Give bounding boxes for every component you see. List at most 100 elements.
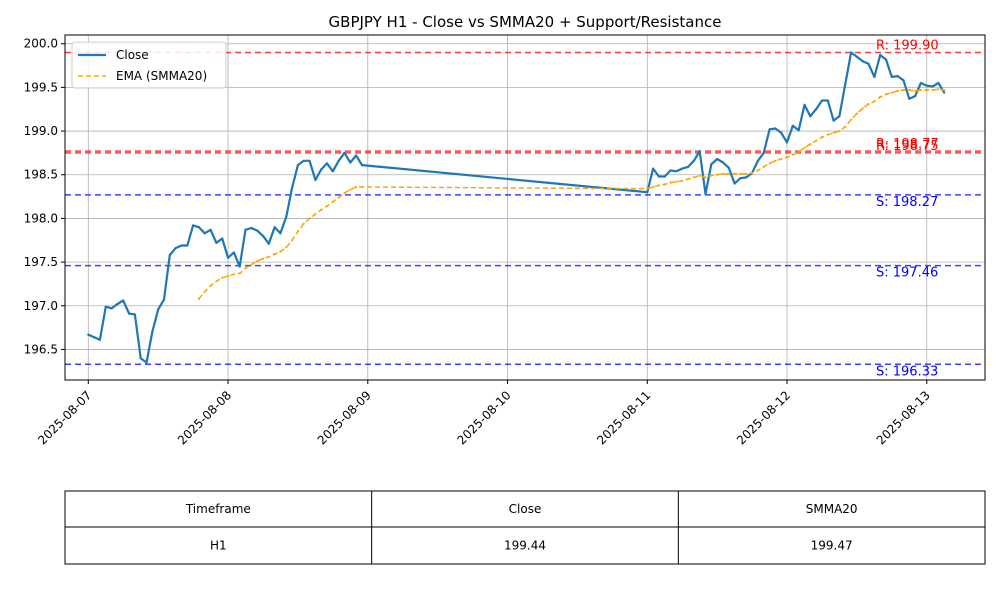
smma20-point: [238, 272, 241, 275]
smma20-point: [320, 208, 323, 211]
smma20-point: [704, 176, 707, 179]
close-point: [279, 232, 282, 235]
close-point: [768, 128, 771, 131]
close-point: [285, 215, 288, 218]
smma20-point: [221, 276, 224, 279]
smma20-point: [652, 185, 655, 189]
close-point: [93, 336, 96, 339]
close-point: [226, 256, 230, 259]
smma20-point: [244, 267, 247, 270]
smma20-point: [302, 222, 305, 225]
close-point: [797, 129, 800, 132]
smma20-point: [861, 107, 864, 110]
close-point: [192, 224, 195, 227]
smma20-point: [215, 280, 218, 283]
close-point: [337, 159, 340, 162]
smma20-point: [686, 178, 690, 181]
y-tick-label: 199.5: [24, 80, 58, 94]
smma20-point: [273, 253, 276, 256]
close-point: [896, 75, 899, 78]
close-series-line: [87, 51, 946, 364]
smma20-point: [349, 188, 352, 191]
close-point: [774, 127, 777, 130]
close-point: [698, 150, 701, 153]
close-point: [914, 95, 917, 98]
smma20-point: [937, 88, 940, 91]
y-tick-label: 198.0: [24, 211, 58, 225]
close-point: [809, 115, 812, 118]
close-point: [151, 330, 154, 334]
smma20-point: [663, 183, 666, 186]
resistance-label: R: 198.75: [876, 139, 939, 154]
smma20-point: [692, 176, 696, 179]
close-point: [669, 169, 672, 172]
close-point: [838, 115, 841, 118]
close-point: [879, 54, 882, 57]
smma20-point: [855, 112, 859, 115]
smma20-point: [838, 130, 841, 133]
close-point: [652, 167, 655, 170]
smma20-point: [919, 88, 923, 92]
smma20-point: [325, 205, 329, 208]
close-point: [197, 226, 200, 229]
smma20-point: [908, 88, 911, 92]
smma20-point: [203, 290, 206, 293]
close-point: [209, 228, 212, 231]
smma20-point: [721, 172, 725, 175]
smma20-point: [675, 180, 678, 183]
close-point: [890, 75, 893, 78]
close-point: [349, 161, 352, 164]
close-point: [87, 333, 90, 336]
close-point: [355, 154, 358, 157]
support-label: S: 198.27: [876, 195, 938, 210]
close-point: [686, 165, 690, 168]
close-point: [331, 170, 334, 173]
close-point: [221, 237, 224, 240]
close-point: [884, 58, 888, 61]
close-point: [244, 228, 247, 231]
x-tick-label: 2025-08-07: [35, 388, 94, 447]
close-point: [104, 305, 107, 308]
close-point: [291, 186, 294, 189]
close-point: [343, 151, 346, 154]
table-cell: 199.47: [811, 539, 853, 553]
smma20-point: [261, 257, 265, 260]
smma20-point: [890, 91, 893, 94]
close-point: [98, 338, 101, 341]
smma20-point: [710, 174, 713, 177]
table-header-cell: Timeframe: [185, 502, 251, 516]
close-point: [931, 85, 934, 88]
close-point: [844, 82, 847, 85]
close-point: [925, 84, 928, 87]
close-point: [780, 131, 783, 134]
smma20-point: [803, 146, 806, 149]
smma20-point: [762, 165, 765, 168]
close-point: [762, 151, 765, 154]
y-tick-label: 199.0: [24, 124, 58, 138]
smma20-point: [279, 250, 282, 253]
close-point: [756, 159, 760, 162]
close-point: [657, 175, 661, 178]
close-point: [261, 234, 265, 237]
close-point: [203, 232, 206, 235]
smma20-point: [768, 162, 771, 165]
support-resistance-lines: [65, 51, 985, 366]
close-point: [122, 299, 125, 302]
close-point: [133, 313, 136, 316]
close-point: [273, 226, 276, 229]
smma20-point: [797, 150, 800, 154]
close-point: [739, 177, 742, 180]
smma20-point: [646, 187, 649, 190]
smma20-point: [902, 88, 905, 92]
smma20-point: [331, 200, 334, 203]
smma20-point: [716, 173, 719, 176]
smma20-point: [943, 88, 946, 92]
close-point: [360, 164, 364, 167]
close-point: [850, 51, 853, 54]
grid: [65, 35, 985, 380]
smma20-point: [931, 88, 934, 92]
smma20-point: [826, 133, 829, 136]
y-tick-label: 197.5: [24, 255, 58, 269]
smma20-point: [884, 93, 888, 96]
smma20-point: [774, 159, 777, 162]
